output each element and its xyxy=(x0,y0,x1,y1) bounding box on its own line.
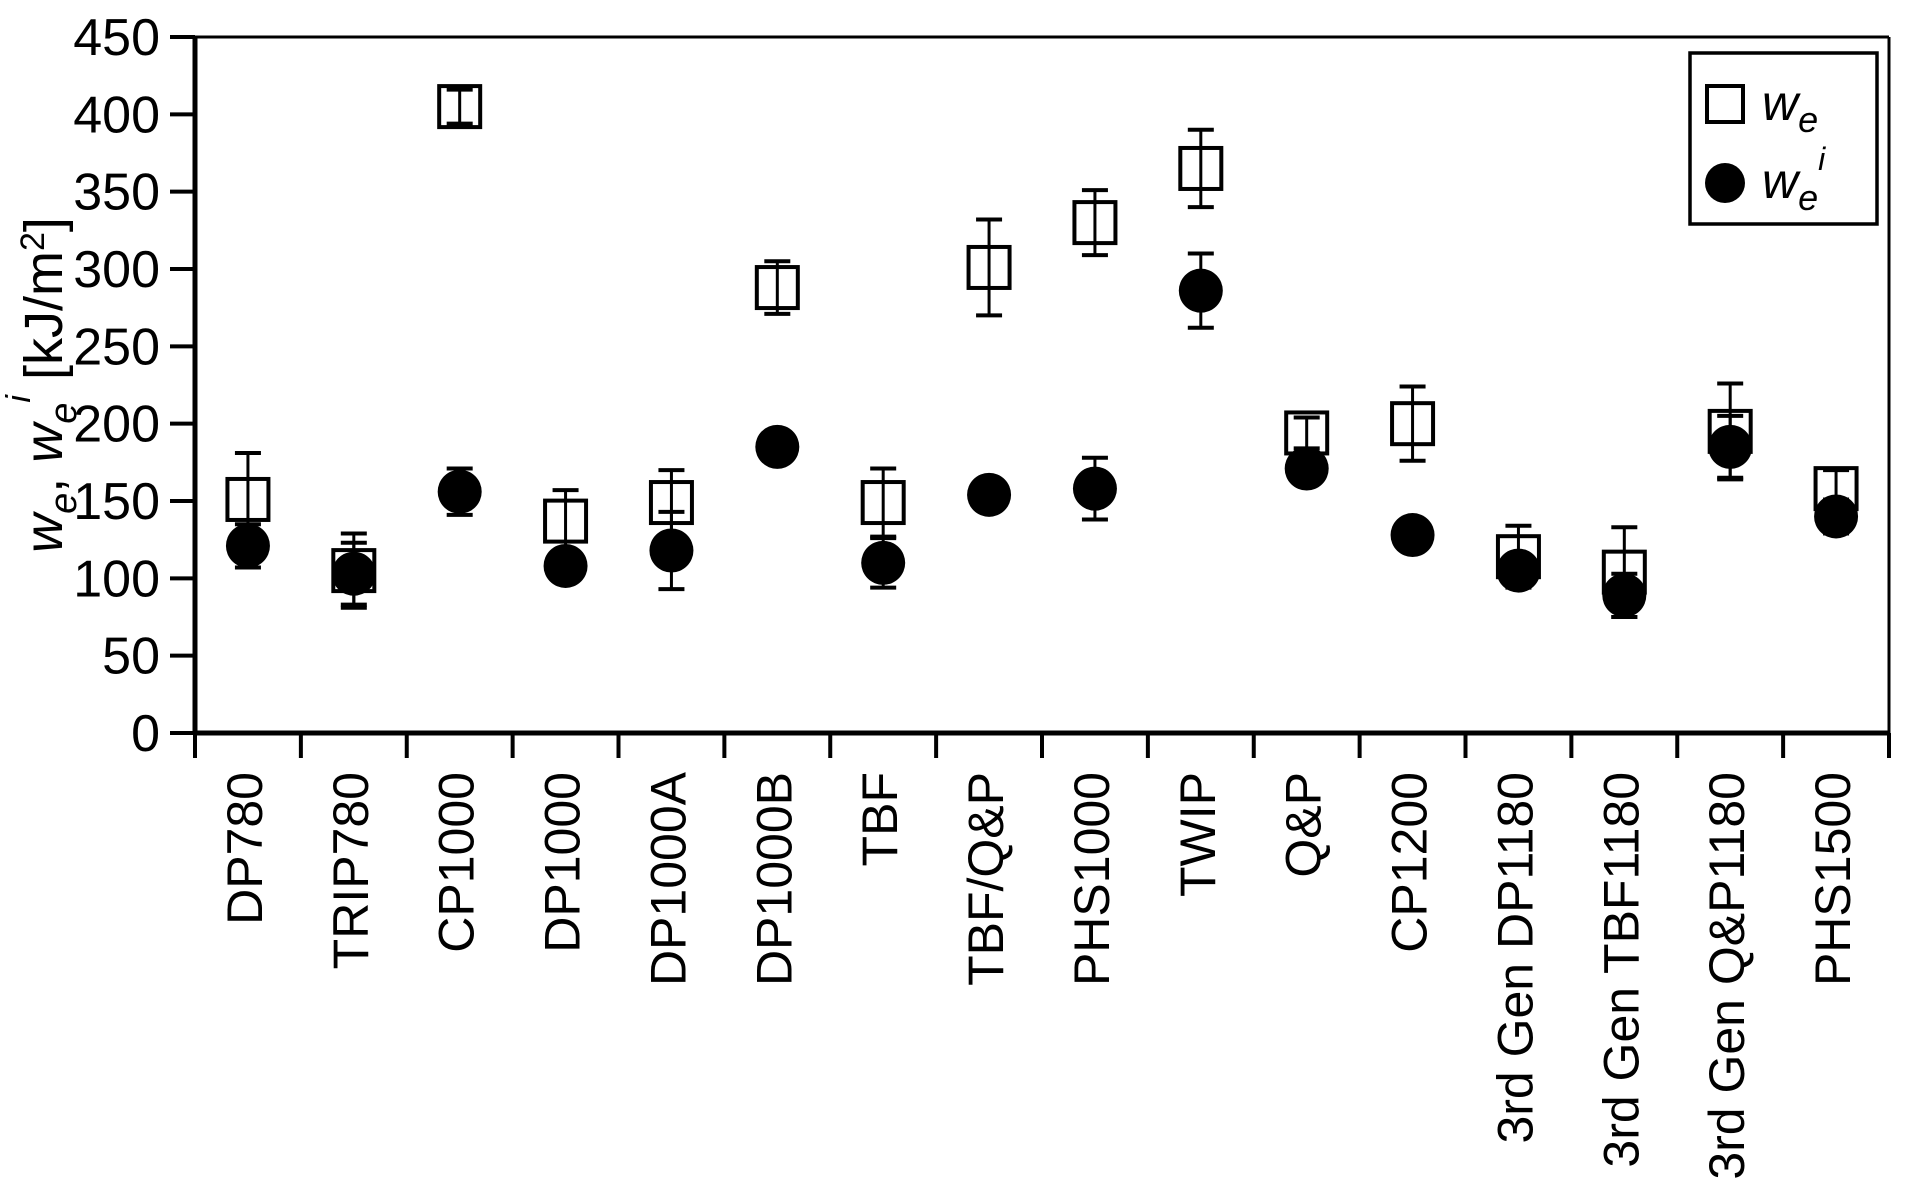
x-category-label: 3rd Gen Q&P1180 xyxy=(1699,772,1755,1180)
y-tick-label: 350 xyxy=(73,164,160,222)
marker-wei-6 xyxy=(861,540,906,585)
marker-wei-2 xyxy=(437,469,482,514)
x-category-label: DP780 xyxy=(217,772,273,925)
y-tick-label: 100 xyxy=(73,550,160,608)
marker-wei-4 xyxy=(649,528,694,573)
y-axis-title: we, wei [kJ/m2] xyxy=(0,217,85,553)
legend-open-square-icon xyxy=(1705,84,1745,124)
y-tick-label: 50 xyxy=(102,628,160,686)
marker-wei-5 xyxy=(755,424,800,469)
marker-wei-9 xyxy=(1178,268,1223,313)
legend-label-we: we xyxy=(1762,75,1818,140)
x-category-label: CP1200 xyxy=(1382,772,1438,953)
x-category-label: TWIP xyxy=(1170,772,1226,897)
x-category-label: PHS1000 xyxy=(1064,772,1120,986)
marker-wei-3 xyxy=(543,543,588,588)
legend-label-wei: wei xyxy=(1762,141,1826,218)
x-category-label: TBF xyxy=(852,772,908,866)
marker-wei-7 xyxy=(967,472,1012,517)
marker-wei-0 xyxy=(225,523,270,568)
marker-wei-15 xyxy=(1814,494,1859,539)
x-category-label: TBF/Q&P xyxy=(958,772,1014,986)
y-tick-label: 150 xyxy=(73,473,160,531)
legend-filled-circle-icon xyxy=(1705,163,1745,203)
x-category-label: TRIP780 xyxy=(323,772,379,969)
x-category-label: 3rd Gen DP1180 xyxy=(1487,772,1543,1144)
marker-wei-13 xyxy=(1602,573,1647,618)
marker-wei-1 xyxy=(331,551,376,596)
x-category-label: PHS1500 xyxy=(1805,772,1861,986)
marker-wei-10 xyxy=(1284,446,1329,491)
y-tick-label: 400 xyxy=(73,86,160,144)
x-category-label: 3rd Gen TBF1180 xyxy=(1593,772,1649,1168)
y-tick-label: 300 xyxy=(73,241,160,299)
x-category-label: DP1000 xyxy=(535,772,591,953)
x-category-label: CP1000 xyxy=(429,772,485,953)
y-tick-label: 250 xyxy=(73,318,160,376)
marker-wei-14 xyxy=(1708,424,1753,469)
x-category-label: Q&P xyxy=(1276,772,1332,878)
x-category-label: DP1000A xyxy=(640,771,696,986)
y-tick-label: 450 xyxy=(73,9,160,67)
x-category-label: DP1000B xyxy=(746,772,802,986)
marker-wei-8 xyxy=(1072,466,1117,511)
y-tick-label: 0 xyxy=(131,705,160,763)
y-tick-label: 200 xyxy=(73,396,160,454)
marker-wei-12 xyxy=(1496,548,1541,593)
marker-wei-11 xyxy=(1390,513,1435,558)
